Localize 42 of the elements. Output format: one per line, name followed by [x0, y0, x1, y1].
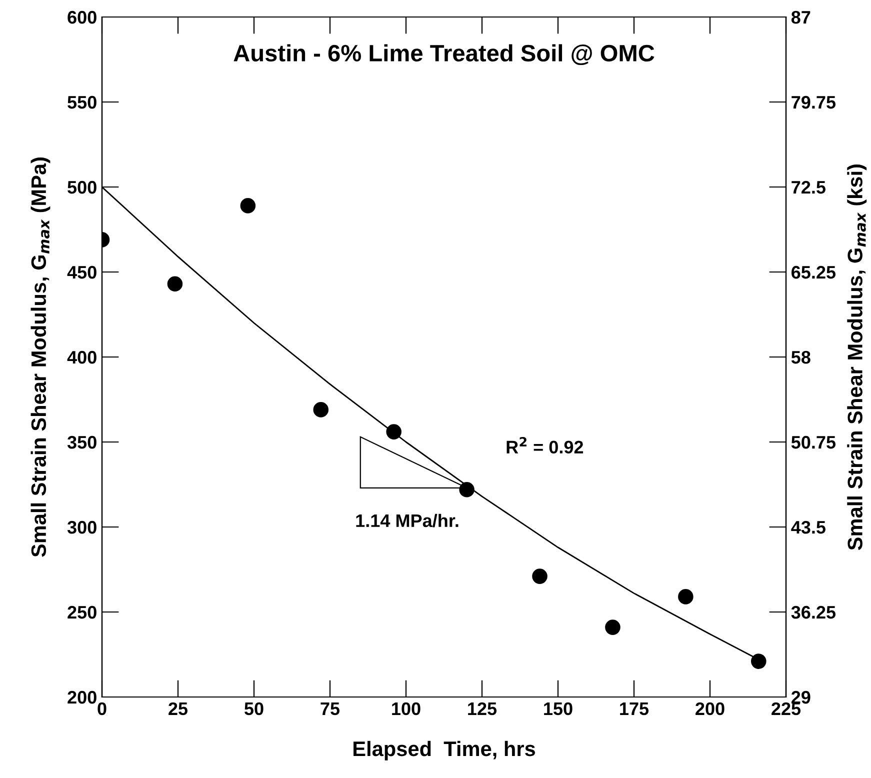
y2-axis-title: Small Strain Shear Modulus, G$_{max}$ (ksi)	[847, 164, 867, 550]
y-tick-label: 350	[67, 436, 96, 449]
y-tick-label: 550	[68, 96, 96, 109]
y2-tick-label: 43.5	[791, 520, 826, 534]
point	[240, 198, 256, 214]
y2-tick-label: 36.25	[791, 606, 836, 619]
y2-tick-label: 50.75	[791, 436, 836, 449]
point	[459, 482, 474, 498]
annotation: R$^{2}$ = 0.92	[506, 437, 584, 454]
y-tick-label: 450	[67, 266, 96, 279]
point	[678, 589, 694, 604]
point	[605, 620, 620, 635]
x-tick-label: 150	[544, 702, 572, 716]
y-tick-label: 200	[68, 690, 96, 704]
point	[386, 424, 402, 440]
point	[313, 402, 329, 418]
x-tick-label: 125	[468, 702, 497, 716]
x-tick-label: 50	[244, 702, 264, 716]
y-tick-label: 600	[68, 10, 96, 24]
point	[751, 654, 766, 669]
y2-tick-label: 58	[791, 350, 810, 364]
y-tick-label: 500	[68, 180, 96, 194]
x-tick-label: 75	[320, 702, 340, 716]
y-tick-label: 250	[68, 606, 96, 619]
y2-tick-label: 65.25	[792, 266, 836, 279]
x-tick-label: 225	[772, 702, 801, 716]
annotation: 1.14 MPa/hr.	[356, 514, 458, 528]
y-tick-label: 300	[67, 520, 96, 534]
x-tick-label: 0	[98, 702, 106, 716]
y-tick-label: 400	[67, 350, 96, 364]
point	[167, 276, 183, 292]
y2-tick-label: 72.5	[792, 180, 826, 194]
point	[532, 568, 548, 584]
text: Austin - 6% Lime Treated Soil @ OMC	[234, 44, 654, 66]
x-tick-label: 200	[696, 702, 724, 716]
x-tick-label: 175	[620, 702, 649, 716]
x-tick-label: 100	[392, 702, 420, 716]
x-tick-label: 25	[168, 702, 188, 716]
x-axis-title: Elapsed Time, hrs	[354, 740, 536, 760]
y2-tick-label: 87	[791, 10, 810, 24]
y2-tick-label: 79.75	[792, 96, 836, 109]
y-axis-title: Small Strain Shear Modulus, G$_{max}$ (MPa)	[30, 158, 50, 557]
